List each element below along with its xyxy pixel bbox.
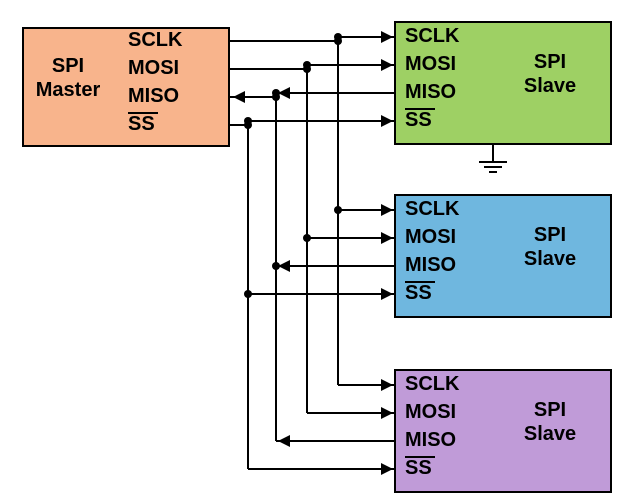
slave3-label: SPI xyxy=(534,399,566,421)
slave2-ss-label: SS xyxy=(405,282,432,304)
arrow-right-icon xyxy=(381,232,393,244)
slave2-label: Slave xyxy=(524,248,576,270)
junction-dot xyxy=(244,117,252,125)
slave2-mosi-label: MOSI xyxy=(405,226,456,248)
arrow-left-icon xyxy=(233,91,245,103)
master-miso-label: MISO xyxy=(128,85,179,107)
arrow-right-icon xyxy=(381,204,393,216)
slave1-label: Slave xyxy=(524,75,576,97)
arrow-right-icon xyxy=(381,59,393,71)
slave2-sclk-label: SCLK xyxy=(405,198,460,220)
slave2-label: SPI xyxy=(534,224,566,246)
arrow-right-icon xyxy=(381,407,393,419)
arrow-right-icon xyxy=(381,288,393,300)
slave2-miso-label: MISO xyxy=(405,254,456,276)
junction-dot xyxy=(303,61,311,69)
slave3-ss-label: SS xyxy=(405,457,432,479)
arrow-right-icon xyxy=(381,31,393,43)
slave3-sclk-label: SCLK xyxy=(405,373,460,395)
slave1-label: SPI xyxy=(534,51,566,73)
spi-diagram: SPIMasterSPISlaveSPISlaveSPISlaveSCLKMOS… xyxy=(0,0,644,500)
slave3-label: Slave xyxy=(524,423,576,445)
arrow-left-icon xyxy=(278,260,290,272)
slave3-miso-label: MISO xyxy=(405,429,456,451)
slave1-ss-label: SS xyxy=(405,109,432,131)
master-label: SPI xyxy=(52,55,84,77)
master-sclk-label: SCLK xyxy=(128,29,183,51)
junction-dot xyxy=(303,234,311,242)
arrow-right-icon xyxy=(381,115,393,127)
slave3-mosi-label: MOSI xyxy=(405,401,456,423)
junction-dot xyxy=(334,206,342,214)
arrow-left-icon xyxy=(278,435,290,447)
junction-dot xyxy=(334,33,342,41)
master-ss-label: SS xyxy=(128,113,155,135)
slave1-mosi-label: MOSI xyxy=(405,53,456,75)
arrow-right-icon xyxy=(381,463,393,475)
master-label: Master xyxy=(36,79,101,101)
slave1-miso-label: MISO xyxy=(405,81,456,103)
arrow-right-icon xyxy=(381,379,393,391)
junction-dot xyxy=(244,290,252,298)
slave1-sclk-label: SCLK xyxy=(405,25,460,47)
master-mosi-label: MOSI xyxy=(128,57,179,79)
